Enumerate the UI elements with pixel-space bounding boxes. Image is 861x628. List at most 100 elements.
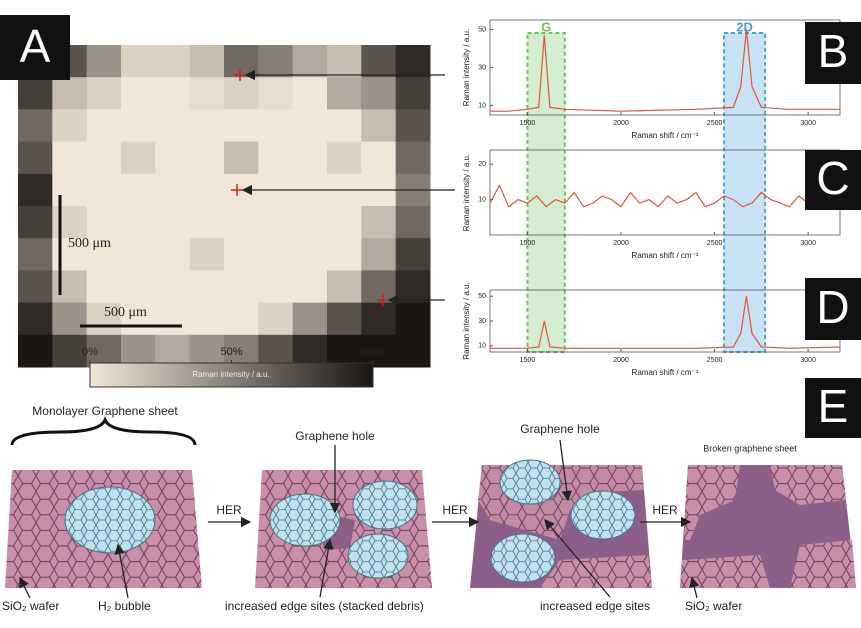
h2-bubble [348,534,408,578]
map-cell [258,303,293,336]
map-cell [121,206,156,239]
y-tick-label: 10 [478,196,486,203]
map-cell [52,77,87,110]
bottom-label: SiO₂ wafer [685,599,742,613]
map-cell [190,142,225,175]
h2-bubble [353,481,417,529]
panel-label: B [818,25,849,77]
map-cell [190,206,225,239]
her-label: HER [652,503,678,517]
map-cell [155,45,190,78]
map-cell [224,206,259,239]
hole-label: Graphene hole [295,429,375,443]
map-cell [87,206,122,239]
x-tick-label: 1500 [520,357,536,364]
x-tick-label: 2000 [613,240,629,247]
figure: G 2D 1500 2000 2500 3000 10 30 50 Raman shift / c… [0,0,861,628]
h2-bubble [270,494,340,546]
bottom-label: increased edge sites [540,599,650,613]
colorbar-tick-label: 0% [82,346,98,358]
peak-band [724,33,765,352]
map-cell [361,109,396,142]
map-cell [18,238,53,271]
map-cell [396,270,431,303]
map-cell [327,303,362,336]
map-cell [190,270,225,303]
panel-label: D [816,281,849,333]
map-cell [224,142,259,175]
band-label: 2D [736,19,753,34]
map-cell [361,77,396,110]
x-tick-label: 2500 [707,240,723,247]
y-tick-label: 10 [478,343,486,350]
brace [12,420,195,445]
map-cell [396,142,431,175]
colorbar-label: Raman intensity / a.u. [192,370,269,379]
map-cell [18,206,53,239]
x-tick-label: 2000 [613,120,629,127]
h2-bubble [571,491,635,539]
map-cell [190,77,225,110]
map-cell [258,238,293,271]
map-cell [87,109,122,142]
map-cell [52,270,87,303]
map-cell [52,174,87,207]
map-cell [155,238,190,271]
map-cell [293,109,328,142]
y-tick-label: 50 [478,293,486,300]
map-cell [293,45,328,78]
her-label: HER [216,503,242,517]
map-cell [224,238,259,271]
map-cell [87,174,122,207]
x-axis-label: Raman shift / cm⁻¹ [632,368,699,377]
hole-label: Graphene hole [520,422,600,436]
map-cell [52,109,87,142]
map-cell [52,206,87,239]
map-cell [258,142,293,175]
map-cell [18,109,53,142]
map-cell [396,109,431,142]
panel-label: C [816,152,849,204]
map-cell [190,303,225,336]
map-cell [52,142,87,175]
peak-band [527,33,564,352]
h2-bubble [65,487,155,553]
map-cell [258,270,293,303]
h2-bubble [500,460,560,504]
map-cell [87,270,122,303]
map-cell [327,77,362,110]
map-cell [18,142,53,175]
map-cell [293,238,328,271]
map-cell [361,270,396,303]
colorbar-tick-label: 100% [359,346,387,358]
map-cell [327,270,362,303]
map-cell [121,270,156,303]
map-cell [87,45,122,78]
scale-label: 500 μm [104,305,147,320]
map-cell [293,206,328,239]
band-label: G [541,19,551,34]
map-cell [293,303,328,336]
panel-label: A [20,20,51,72]
map-cell [361,45,396,78]
map-cell [155,303,190,336]
map-cell [190,109,225,142]
y-tick-label: 30 [478,318,486,325]
map-cell [327,142,362,175]
raman-map [18,45,431,368]
x-tick-label: 2500 [707,120,723,127]
x-tick-label: 2500 [707,357,723,364]
map-cell [121,77,156,110]
map-cell [121,142,156,175]
map-cell [18,77,53,110]
sheet-title: Monolayer Graphene sheet [32,404,178,418]
map-cell [155,77,190,110]
map-cell [155,142,190,175]
map-cell [18,335,53,368]
x-axis-label: Raman shift / cm⁻¹ [632,251,699,260]
map-cell [121,238,156,271]
x-tick-label: 3000 [800,357,816,364]
map-cell [87,142,122,175]
colorbar-tick-label: 50% [220,346,242,358]
map-cell [190,238,225,271]
